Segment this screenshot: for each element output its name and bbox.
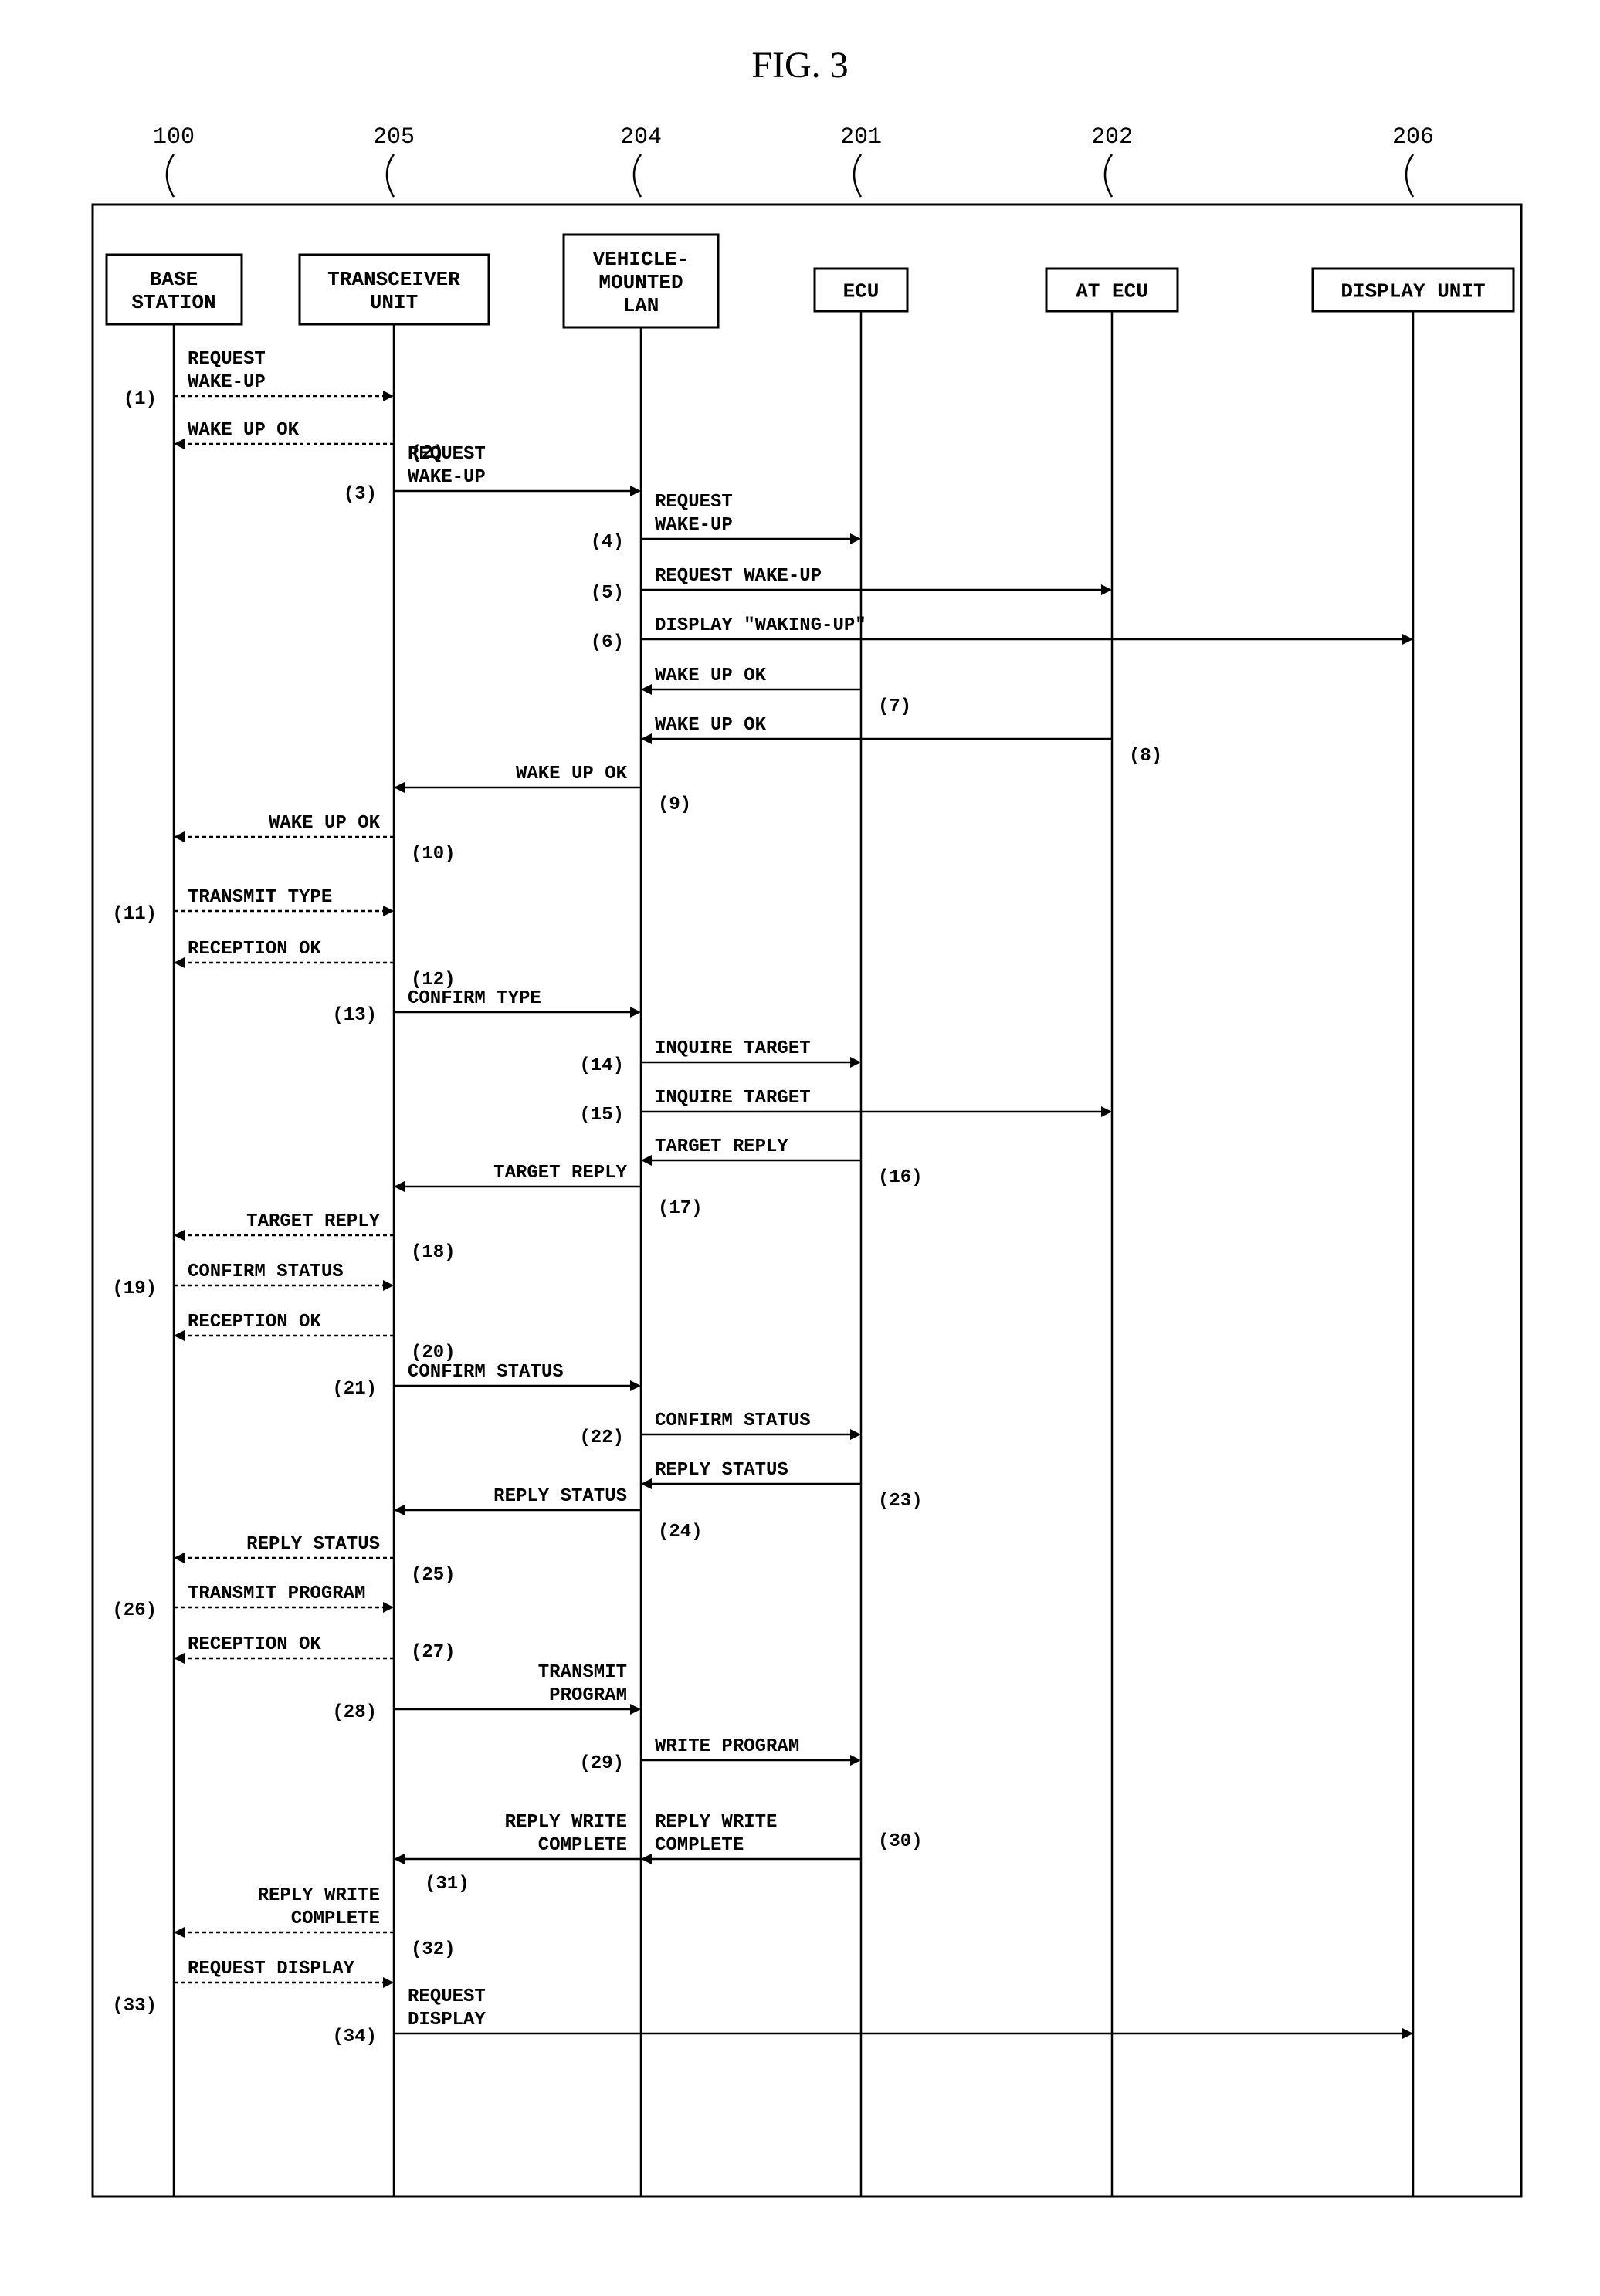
msg-label-30: COMPLETE xyxy=(655,1835,744,1856)
msg-label-3: REQUEST xyxy=(408,444,486,465)
lifeline-id-atecu: 202 xyxy=(1091,124,1133,151)
msg-label-34: DISPLAY xyxy=(408,2010,486,2030)
msg-stepnum-23: (23) xyxy=(878,1491,923,1512)
msg-label-33: REQUEST DISPLAY xyxy=(188,1959,355,1979)
lifeline-label-ecu: ECU xyxy=(843,280,880,303)
msg-label-8: WAKE UP OK xyxy=(655,715,767,736)
msg-label-21: CONFIRM STATUS xyxy=(408,1362,564,1383)
lifeline-label-lan: MOUNTED xyxy=(598,271,683,294)
msg-stepnum-1: (1) xyxy=(124,389,157,410)
msg-label-10: WAKE UP OK xyxy=(269,813,381,834)
msg-label-17: TARGET REPLY xyxy=(493,1163,627,1184)
msg-stepnum-13: (13) xyxy=(332,1005,377,1026)
msg-label-6: DISPLAY "WAKING-UP" xyxy=(655,615,866,636)
msg-stepnum-4: (4) xyxy=(591,532,624,553)
lifeline-id-trans: 205 xyxy=(373,124,415,151)
msg-stepnum-33: (33) xyxy=(112,1996,157,2017)
msg-label-28: TRANSMIT xyxy=(538,1662,627,1683)
msg-label-16: TARGET REPLY xyxy=(655,1136,788,1157)
msg-label-24: REPLY STATUS xyxy=(493,1486,627,1507)
msg-label-23: REPLY STATUS xyxy=(655,1460,788,1481)
lifeline-label-base: STATION xyxy=(131,291,215,314)
msg-stepnum-18: (18) xyxy=(411,1242,456,1263)
msg-label-11: TRANSMIT TYPE xyxy=(188,887,332,908)
lifeline-label-display: DISPLAY UNIT xyxy=(1341,280,1485,303)
msg-label-4: REQUEST xyxy=(655,492,733,513)
msg-stepnum-5: (5) xyxy=(591,583,624,604)
msg-label-20: RECEPTION OK xyxy=(188,1312,321,1333)
msg-label-25: REPLY STATUS xyxy=(246,1534,380,1555)
msg-stepnum-20: (20) xyxy=(411,1343,456,1363)
lifeline-label-trans: UNIT xyxy=(370,291,418,314)
msg-stepnum-7: (7) xyxy=(878,696,911,717)
msg-label-1: WAKE-UP xyxy=(188,372,266,393)
msg-stepnum-25: (25) xyxy=(411,1565,456,1586)
msg-label-18: TARGET REPLY xyxy=(246,1211,380,1232)
lifeline-id-lan: 204 xyxy=(620,124,662,151)
sequence-diagram: FIG. 3 100 BASESTATION 205 TRANSCEIVERUNIT 20… xyxy=(0,0,1600,2296)
msg-stepnum-29: (29) xyxy=(579,1753,624,1774)
msg-stepnum-27: (27) xyxy=(411,1642,456,1663)
msg-label-30: REPLY WRITE xyxy=(655,1812,777,1833)
msg-stepnum-3: (3) xyxy=(344,484,377,505)
msg-label-4: WAKE-UP xyxy=(655,515,733,536)
lifeline-id-base: 100 xyxy=(153,124,195,151)
lifeline-id-display: 206 xyxy=(1392,124,1434,151)
msg-stepnum-16: (16) xyxy=(878,1167,923,1188)
msg-label-29: WRITE PROGRAM xyxy=(655,1736,799,1757)
msg-stepnum-32: (32) xyxy=(411,1939,456,1960)
msg-label-32: REPLY WRITE xyxy=(258,1885,380,1906)
msg-stepnum-26: (26) xyxy=(112,1600,157,1621)
lifeline-id-ecu: 201 xyxy=(840,124,882,151)
msg-stepnum-12: (12) xyxy=(411,970,456,991)
msg-label-13: CONFIRM TYPE xyxy=(408,988,541,1009)
msg-stepnum-11: (11) xyxy=(112,904,157,925)
msg-label-31: COMPLETE xyxy=(538,1835,627,1856)
msg-label-34: REQUEST xyxy=(408,1986,486,2007)
msg-label-14: INQUIRE TARGET xyxy=(655,1038,811,1059)
msg-label-7: WAKE UP OK xyxy=(655,665,767,686)
figure-title: FIG. 3 xyxy=(751,45,848,86)
msg-label-9: WAKE UP OK xyxy=(516,764,628,784)
msg-label-2: WAKE UP OK xyxy=(188,420,300,441)
msg-stepnum-15: (15) xyxy=(579,1105,624,1126)
msg-label-15: INQUIRE TARGET xyxy=(655,1088,811,1109)
msg-stepnum-24: (24) xyxy=(658,1522,703,1543)
msg-stepnum-31: (31) xyxy=(425,1874,469,1895)
lifeline-label-base: BASE xyxy=(150,268,198,291)
msg-label-3: WAKE-UP xyxy=(408,467,486,488)
msg-stepnum-19: (19) xyxy=(112,1278,157,1299)
msg-stepnum-30: (30) xyxy=(878,1831,923,1852)
msg-label-32: COMPLETE xyxy=(291,1908,380,1929)
msg-label-12: RECEPTION OK xyxy=(188,939,321,960)
msg-stepnum-22: (22) xyxy=(579,1427,624,1448)
lifeline-label-lan: LAN xyxy=(623,294,659,317)
msg-stepnum-17: (17) xyxy=(658,1198,703,1219)
lifeline-label-trans: TRANSCEIVER xyxy=(327,268,460,291)
msg-label-31: REPLY WRITE xyxy=(505,1812,627,1833)
msg-stepnum-28: (28) xyxy=(332,1702,377,1723)
msg-stepnum-9: (9) xyxy=(658,794,691,815)
msg-label-19: CONFIRM STATUS xyxy=(188,1261,344,1282)
msg-stepnum-34: (34) xyxy=(332,2027,377,2047)
msg-stepnum-10: (10) xyxy=(411,844,456,865)
lifeline-label-lan: VEHICLE- xyxy=(593,248,690,271)
msg-stepnum-6: (6) xyxy=(591,632,624,653)
msg-label-27: RECEPTION OK xyxy=(188,1634,321,1655)
lifeline-label-atecu: AT ECU xyxy=(1076,280,1148,303)
msg-label-22: CONFIRM STATUS xyxy=(655,1410,811,1431)
msg-label-1: REQUEST xyxy=(188,349,266,370)
msg-label-26: TRANSMIT PROGRAM xyxy=(188,1583,365,1604)
msg-label-28: PROGRAM xyxy=(549,1685,627,1706)
msg-stepnum-21: (21) xyxy=(332,1379,377,1400)
msg-label-5: REQUEST WAKE-UP xyxy=(655,566,822,587)
msg-stepnum-14: (14) xyxy=(579,1055,624,1076)
msg-stepnum-8: (8) xyxy=(1129,746,1162,767)
